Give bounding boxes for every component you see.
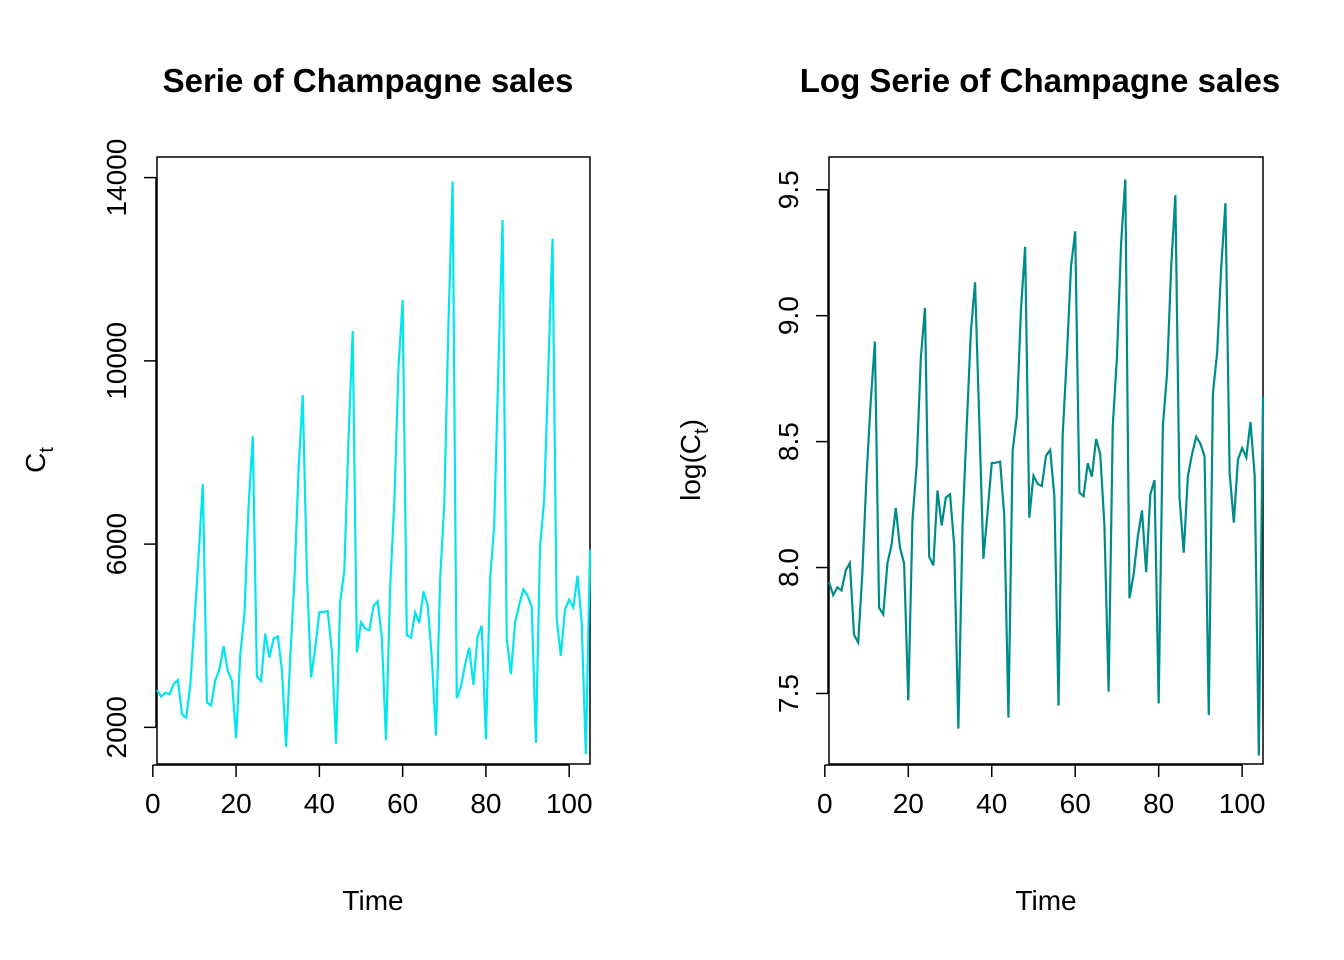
x-tick-label: 0 bbox=[145, 788, 161, 819]
y-tick-label: 6000 bbox=[101, 513, 132, 575]
series-line bbox=[827, 179, 1265, 756]
y-axis-label: Ct bbox=[20, 447, 58, 473]
x-tick-label: 80 bbox=[470, 788, 501, 819]
y-tick-label: 8.0 bbox=[773, 548, 804, 587]
series-line-group bbox=[827, 179, 1265, 756]
y-axis-label-main: C bbox=[20, 453, 51, 473]
x-tick-label: 60 bbox=[387, 788, 418, 819]
plot-frame bbox=[156, 156, 591, 765]
x-tick-label: 0 bbox=[817, 788, 833, 819]
x-axis-label: Time bbox=[1015, 885, 1076, 916]
y-axis: 2000 6000 10000 14000 bbox=[101, 139, 157, 758]
x-axis: 0 20 40 60 80 100 bbox=[145, 764, 593, 819]
x-tick-label: 100 bbox=[546, 788, 593, 819]
x-tick-label: 80 bbox=[1143, 788, 1174, 819]
y-axis-label-subscript: t bbox=[36, 447, 58, 453]
series-line bbox=[156, 181, 592, 755]
x-tick-label: 20 bbox=[893, 788, 924, 819]
y-axis-label: log(Ct) bbox=[675, 419, 713, 501]
y-tick-label: 9.0 bbox=[773, 296, 804, 335]
chart-title: Log Serie of Champagne sales bbox=[800, 62, 1280, 99]
x-tick-label: 40 bbox=[304, 788, 335, 819]
y-tick-label: 8.5 bbox=[773, 422, 804, 461]
chart-panel-raw-sales: Serie of Champagne sales 0 20 40 60 80 100 20… bbox=[20, 62, 593, 916]
x-tick-label: 40 bbox=[976, 788, 1007, 819]
y-axis-label-post: ) bbox=[675, 419, 706, 428]
x-tick-label: 60 bbox=[1060, 788, 1091, 819]
y-tick-label: 7.5 bbox=[773, 674, 804, 713]
y-tick-label: 9.5 bbox=[773, 170, 804, 209]
y-axis: 7.5 8.0 8.5 9.0 9.5 bbox=[773, 170, 829, 713]
y-tick-label: 14000 bbox=[101, 139, 132, 217]
y-tick-label: 10000 bbox=[101, 322, 132, 400]
chart-panel-log-sales: Log Serie of Champagne sales 0 20 40 60 80 10… bbox=[675, 62, 1280, 916]
x-tick-label: 20 bbox=[221, 788, 252, 819]
x-axis-label: Time bbox=[342, 885, 403, 916]
x-tick-label: 100 bbox=[1219, 788, 1266, 819]
chart-title: Serie of Champagne sales bbox=[163, 62, 574, 99]
y-axis-label-pre: log(C bbox=[675, 434, 706, 501]
x-axis: 0 20 40 60 80 100 bbox=[817, 764, 1266, 819]
series-line-group bbox=[156, 181, 592, 755]
y-axis-label-subscript: t bbox=[691, 428, 713, 434]
y-tick-label: 2000 bbox=[101, 696, 132, 758]
